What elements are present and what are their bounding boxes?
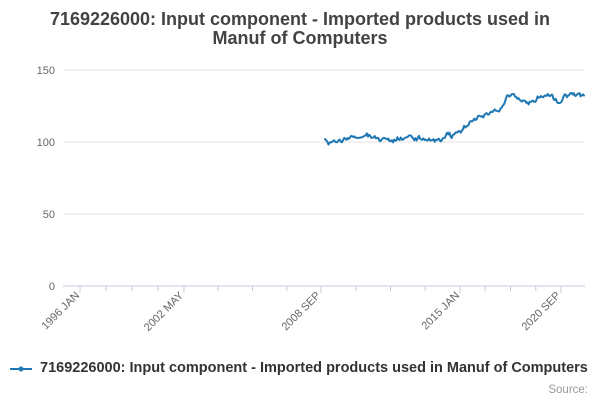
svg-text:2015 JAN: 2015 JAN (419, 290, 462, 333)
svg-text:100: 100 (37, 137, 55, 149)
svg-text:0: 0 (49, 281, 55, 293)
svg-text:2002 MAY: 2002 MAY (142, 289, 187, 334)
svg-text:50: 50 (43, 209, 55, 221)
svg-text:2008 SEP: 2008 SEP (280, 290, 324, 334)
svg-text:2020 SEP: 2020 SEP (520, 290, 564, 334)
svg-text:1996 JAN: 1996 JAN (39, 290, 82, 333)
svg-text:150: 150 (37, 65, 55, 77)
